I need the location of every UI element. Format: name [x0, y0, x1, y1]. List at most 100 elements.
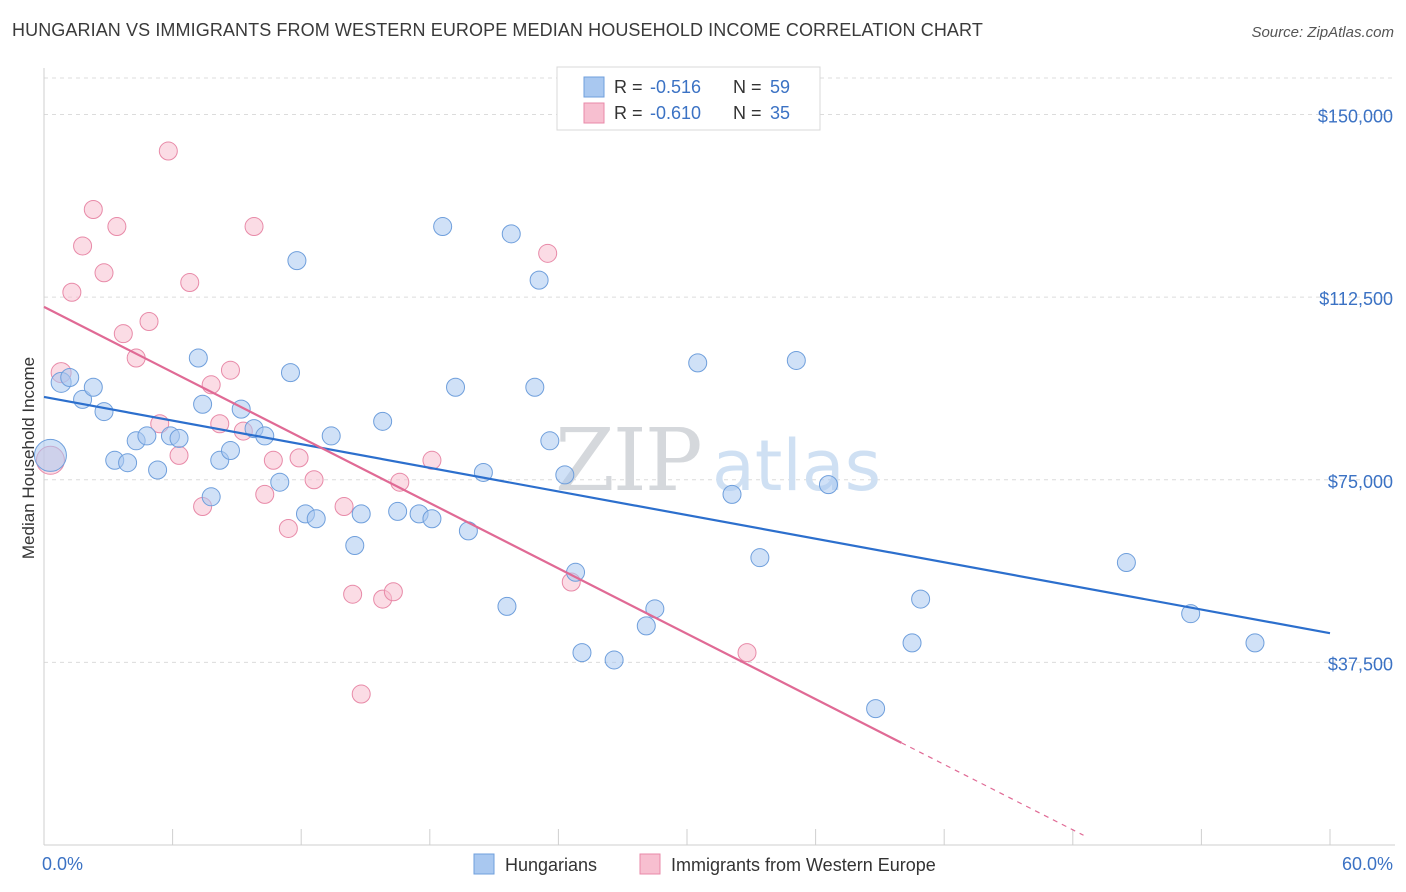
point-hungarians — [866, 699, 886, 719]
point-immigrants — [737, 643, 757, 663]
point-immigrants — [107, 217, 127, 237]
point-hungarians — [722, 484, 742, 504]
point-hungarians — [94, 402, 114, 422]
point-hungarians — [220, 441, 240, 461]
trend-lines — [43, 305, 1331, 836]
point-hungarians — [1116, 553, 1136, 573]
legend-n-value-2: 35 — [770, 103, 790, 123]
point-immigrants — [343, 584, 363, 604]
x-tick-label: 60.0% — [1342, 854, 1393, 874]
y-tick-label: $150,000 — [1318, 107, 1393, 127]
point-hungarians — [388, 501, 408, 521]
legend-swatch-immigrants — [583, 102, 605, 124]
point-hungarians — [1245, 633, 1265, 653]
y-tick-label: $112,500 — [1319, 289, 1393, 309]
point-hungarians — [201, 487, 221, 507]
point-hungarians — [501, 224, 521, 244]
watermark-zip: ZIP — [555, 411, 701, 511]
point-immigrants — [289, 448, 309, 468]
series-legend-swatch-hungarians — [473, 853, 495, 875]
point-immigrants — [139, 311, 159, 331]
point-hungarians — [137, 426, 157, 446]
point-hungarians — [529, 270, 549, 290]
trend-line-hungarians — [43, 395, 1331, 635]
legend-r-value-2: -0.610 — [650, 103, 701, 123]
trend-line-immigrants — [43, 305, 902, 744]
series-legend-label-hungarians: Hungarians — [505, 855, 597, 875]
point-immigrants — [538, 243, 558, 263]
point-immigrants — [220, 360, 240, 380]
point-hungarians — [911, 589, 931, 609]
point-hungarians — [60, 367, 80, 387]
point-immigrants — [351, 684, 371, 704]
point-hungarians — [636, 616, 656, 636]
watermark: ZIP atlas — [555, 411, 881, 511]
chart-source: Source: ZipAtlas.com — [1251, 24, 1394, 41]
point-hungarians — [188, 348, 208, 368]
x-tick-label: 0.0% — [42, 854, 83, 874]
y-tick-label: $37,500 — [1328, 654, 1393, 674]
point-immigrants — [304, 470, 324, 490]
point-hungarians — [555, 465, 575, 485]
gridlines — [44, 77, 1395, 663]
point-hungarians — [566, 562, 586, 582]
point-immigrants — [383, 582, 403, 602]
point-hungarians — [540, 431, 560, 451]
point-hungarians — [902, 633, 922, 653]
point-immigrants — [73, 236, 93, 256]
legend-swatch-hungarians — [583, 76, 605, 98]
point-hungarians — [572, 643, 592, 663]
point-hungarians — [169, 428, 189, 448]
legend-r-label-2: R = — [614, 103, 643, 123]
point-hungarians — [688, 353, 708, 373]
point-immigrants — [334, 497, 354, 517]
y-tick-labels: $37,500 $75,000 $112,500 $150,000 — [1318, 107, 1393, 675]
correlation-legend: R = -0.516 N = 59 R = -0.610 N = 35 — [556, 66, 821, 131]
point-hungarians — [280, 363, 300, 383]
legend-r-value-1: -0.516 — [650, 77, 701, 97]
chart-title: HUNGARIAN VS IMMIGRANTS FROM WESTERN EUR… — [12, 20, 983, 40]
legend-n-label-2: N = — [733, 103, 762, 123]
series-legend-swatch-immigrants — [639, 853, 661, 875]
series-legend: Hungarians Immigrants from Western Europ… — [473, 853, 936, 875]
point-immigrants — [62, 282, 82, 302]
point-hungarians — [118, 453, 138, 473]
point-hungarians — [818, 475, 838, 495]
point-hungarians — [345, 536, 365, 556]
point-immigrants — [278, 518, 298, 538]
y-axis-label: Median Household Income — [19, 357, 38, 559]
trend-line-immigrants-extension — [901, 742, 1084, 836]
point-immigrants — [83, 199, 103, 219]
point-hungarians — [525, 377, 545, 397]
series-legend-label-immigrants: Immigrants from Western Europe — [671, 855, 936, 875]
point-hungarians — [306, 509, 326, 529]
point-immigrants — [180, 273, 200, 293]
point-hungarians — [287, 251, 307, 271]
point-immigrants — [158, 141, 178, 161]
point-hungarians — [497, 596, 517, 616]
point-hungarians — [148, 460, 168, 480]
legend-n-value-1: 59 — [770, 77, 790, 97]
point-hungarians — [786, 350, 806, 370]
point-hungarians — [351, 504, 371, 524]
point-hungarians — [373, 411, 393, 431]
point-immigrants — [169, 445, 189, 465]
point-immigrants — [244, 217, 264, 237]
point-hungarians — [33, 438, 67, 472]
point-hungarians — [422, 509, 442, 529]
point-immigrants — [113, 324, 133, 344]
point-hungarians — [193, 394, 213, 414]
point-hungarians — [83, 377, 103, 397]
point-immigrants — [255, 484, 275, 504]
x-tick-labels: 0.0% 60.0% — [42, 854, 1393, 874]
point-hungarians — [433, 217, 453, 237]
point-hungarians — [321, 426, 341, 446]
point-immigrants — [94, 263, 114, 283]
point-immigrants — [263, 450, 283, 470]
point-hungarians — [446, 377, 466, 397]
point-hungarians — [270, 472, 290, 492]
point-hungarians — [458, 521, 478, 541]
legend-n-label-1: N = — [733, 77, 762, 97]
point-hungarians — [750, 548, 770, 568]
